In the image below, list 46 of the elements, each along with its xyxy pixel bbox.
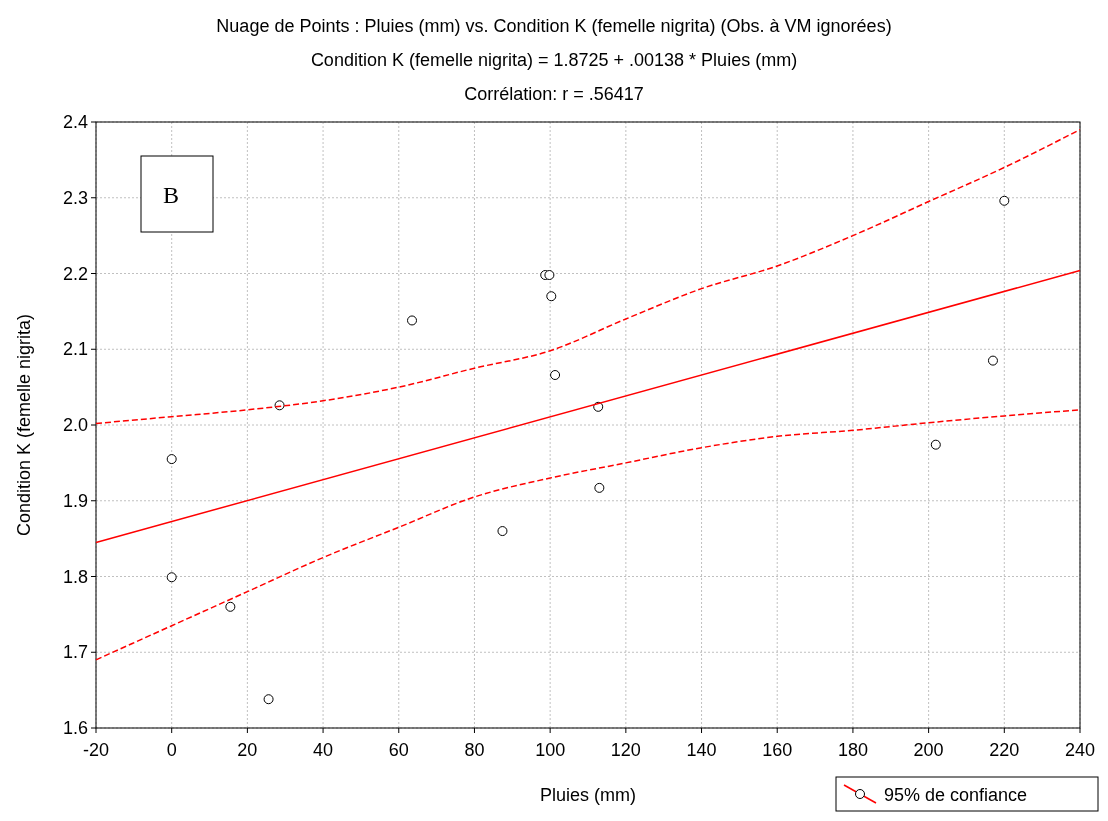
point bbox=[930, 439, 941, 450]
point bbox=[225, 601, 236, 612]
annotation: B bbox=[162, 182, 180, 208]
x-tick-label: 80 bbox=[464, 740, 485, 760]
y-tick-label: 1.7 bbox=[62, 642, 88, 663]
y-tick-label: 1.6 bbox=[62, 718, 88, 738]
y-axis-title: Condition K (femelle nigrita) bbox=[14, 313, 34, 537]
text: Corrélation: r = .56417 bbox=[464, 84, 644, 104]
x-tick-label: -20 bbox=[82, 740, 110, 760]
x-tick-label: 240 bbox=[1064, 740, 1096, 760]
x-tick-label: 160 bbox=[762, 740, 793, 760]
chart-subtitle: Condition K (femelle nigrita) = 1.8725 + .00138 * Pluies (mm) bbox=[310, 50, 798, 70]
y-tick-label: 1.8 bbox=[62, 566, 88, 587]
point bbox=[594, 482, 605, 493]
y-tick-label: 2.2 bbox=[62, 263, 88, 284]
x-tick-label: 140 bbox=[686, 740, 717, 760]
point bbox=[999, 195, 1010, 206]
y-tick-label: 1.9 bbox=[62, 490, 88, 511]
point bbox=[263, 694, 274, 705]
y-tick-label: 2.4 bbox=[62, 112, 88, 132]
x-tick-label: 220 bbox=[989, 740, 1020, 760]
point bbox=[497, 526, 508, 537]
x-tick-label: 100 bbox=[535, 740, 566, 760]
point bbox=[987, 355, 998, 366]
x-tick-label: 20 bbox=[237, 740, 258, 760]
x-tick-label: 0 bbox=[166, 740, 177, 760]
x-tick-label: 40 bbox=[313, 740, 334, 760]
x-tick-label: 200 bbox=[913, 740, 944, 760]
x-tick-label: 120 bbox=[610, 740, 641, 760]
x-tick-label: 60 bbox=[388, 740, 409, 760]
x-tick-label: 180 bbox=[837, 740, 868, 760]
point bbox=[546, 291, 557, 302]
y-tick-label: 2.1 bbox=[62, 339, 88, 360]
point bbox=[166, 572, 177, 583]
point bbox=[544, 270, 555, 281]
point bbox=[407, 315, 418, 326]
point bbox=[274, 400, 285, 411]
point bbox=[166, 454, 177, 465]
y-tick-label: 2.0 bbox=[62, 415, 88, 435]
legend-label: 95% de confiance bbox=[884, 785, 1028, 805]
x-axis-title: Pluies (mm) bbox=[539, 785, 637, 805]
line-series bbox=[95, 128, 1081, 425]
y-tick-label: 2.3 bbox=[62, 187, 88, 208]
chart-title: Nuage de Points : Pluies (mm) vs. Condition K (femelle nigrita) (Obs. à VM ignorées) bbox=[216, 16, 892, 36]
line-series bbox=[95, 409, 1081, 661]
point bbox=[550, 370, 561, 381]
